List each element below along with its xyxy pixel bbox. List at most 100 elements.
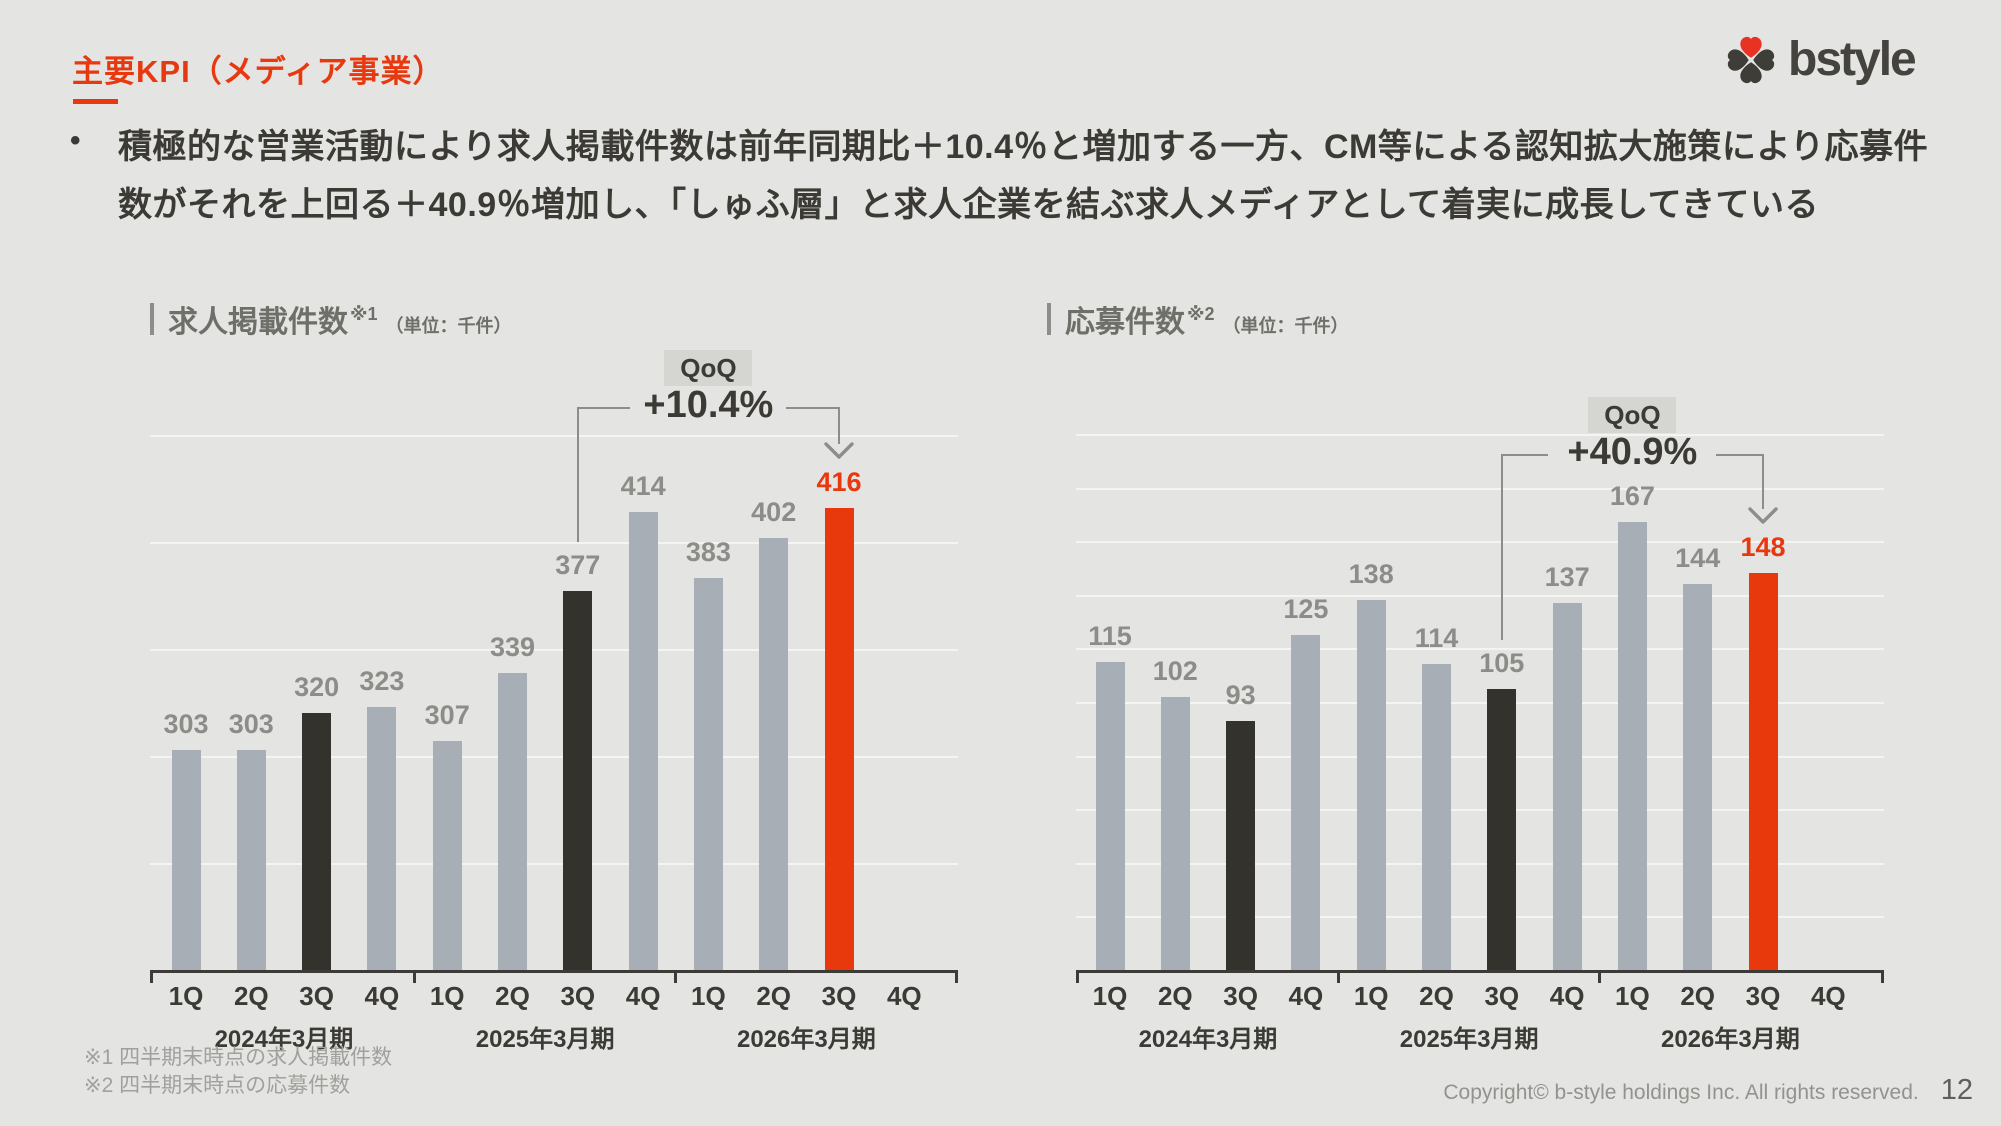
quarter-label: 3Q	[1484, 981, 1520, 1011]
qoq-badge: QoQ	[664, 350, 753, 386]
bar	[1748, 573, 1778, 970]
bracket-line	[1500, 454, 1503, 640]
chart-unit-right: （単位：千件）	[1222, 316, 1349, 336]
year-label: 2025年3月期	[475, 1026, 615, 1053]
gridline	[1076, 434, 1884, 436]
footer: Copyright© b-style holdings Inc. All rig…	[1443, 1074, 1973, 1107]
bar	[693, 578, 723, 970]
bar-value-label: 307	[424, 700, 470, 731]
axis-tick	[413, 970, 417, 983]
bar-value-label: 144	[1675, 543, 1721, 574]
page-number: 12	[1940, 1074, 1973, 1106]
gridline	[150, 863, 958, 865]
chart-title-left-sup: ※1	[350, 304, 378, 324]
bar	[1160, 696, 1190, 970]
logo-text: bstyle	[1788, 33, 1917, 86]
gridline	[1076, 702, 1884, 704]
axis-tick	[954, 970, 958, 983]
bar-value-label: 105	[1479, 647, 1525, 678]
quarter-label: 4Q	[364, 981, 400, 1011]
bracket-line	[577, 407, 631, 409]
quarter-label: 4Q	[1549, 981, 1585, 1011]
chart-title-right-text: 応募件数	[1065, 306, 1185, 339]
quarter-label: 2Q	[1157, 981, 1193, 1011]
footnote-2: ※2 四半期末時点の応募件数	[84, 1073, 351, 1097]
year-label: 2024年3月期	[214, 1026, 354, 1053]
title-rule	[150, 303, 154, 335]
bar	[628, 512, 658, 970]
year-label: 2026年3月期	[736, 1026, 876, 1053]
clover-heart-icon	[1727, 36, 1775, 83]
quarter-label: 1Q	[168, 981, 204, 1011]
bracket-line	[576, 407, 579, 543]
bracket-line	[786, 407, 840, 409]
axis-tick	[1075, 970, 1079, 983]
gridline	[150, 542, 958, 544]
footnotes: ※1 四半期末時点の求人掲載件数 ※2 四半期末時点の応募件数	[84, 1044, 392, 1099]
quarter-label: 1Q	[1615, 981, 1650, 1011]
qoq-badge: QoQ	[1588, 397, 1677, 433]
quarter-label: 2Q	[495, 981, 530, 1011]
arrow-head-icon	[1747, 507, 1779, 530]
gridline	[1076, 594, 1884, 597]
bar	[236, 749, 266, 970]
bar-value-label: 320	[294, 672, 340, 703]
highlight-value-label: 416	[816, 466, 862, 497]
gridline	[1076, 916, 1884, 919]
gridline	[1076, 755, 1884, 758]
qoq-pct-label: +10.4%	[643, 384, 774, 426]
copyright-text: Copyright© b-style holdings Inc. All rig…	[1443, 1081, 1919, 1104]
bar-value-label: 137	[1544, 561, 1590, 592]
gridline	[1076, 541, 1884, 544]
highlight-value-label: 148	[1740, 532, 1786, 563]
lead-text: 積極的な営業活動により求人掲載件数は前年同期比＋10.4％と増加する一方、CM等…	[118, 128, 1929, 225]
bar	[367, 706, 397, 970]
bar	[498, 672, 527, 970]
quarter-label: 1Q	[1353, 981, 1389, 1011]
lead-paragraph: • 積極的な営業活動により求人掲載件数は前年同期比＋10.4％と増加する一方、C…	[70, 118, 1938, 234]
footnote-1: ※1 四半期末時点の求人掲載件数	[84, 1046, 393, 1069]
gridline	[1076, 862, 1884, 865]
bar	[1683, 584, 1713, 970]
gridline	[150, 435, 958, 437]
bar	[1422, 664, 1451, 970]
bar-value-label: 115	[1088, 620, 1132, 651]
bar-value-label: 125	[1283, 594, 1329, 624]
bar	[1617, 522, 1647, 970]
year-label: 2024年3月期	[1138, 1026, 1278, 1053]
arrow-head-icon	[823, 442, 855, 465]
quarter-label: 4Q	[886, 981, 922, 1011]
bar	[1226, 720, 1256, 970]
chart-title-right: 応募件数 ※2 （単位：千件）	[1047, 297, 1349, 341]
quarter-label: 2Q	[1680, 981, 1716, 1011]
bar	[171, 749, 201, 970]
bar	[1291, 635, 1321, 970]
quarter-label: 1Q	[429, 981, 465, 1011]
bar	[1552, 602, 1582, 970]
bar-value-label: 303	[228, 708, 274, 739]
bar	[302, 713, 332, 970]
bullet-glyph: •	[70, 124, 81, 157]
bar	[1095, 661, 1125, 970]
bar-value-label: 339	[489, 631, 536, 662]
axis-tick	[674, 970, 678, 983]
bar-value-label: 102	[1152, 655, 1198, 686]
bar	[759, 537, 789, 970]
axis-tick	[1598, 970, 1602, 983]
x-axis-line	[150, 970, 958, 973]
bar-value-label: 167	[1609, 481, 1655, 512]
quarter-label: 4Q	[1288, 981, 1324, 1011]
quarter-label: 3Q	[299, 981, 334, 1011]
bar-value-label: 93	[1225, 679, 1256, 710]
quarter-label: 3Q	[821, 981, 857, 1011]
quarter-label: 1Q	[691, 981, 726, 1011]
quarter-label: 2Q	[1419, 981, 1454, 1011]
year-label: 2026年3月期	[1660, 1026, 1800, 1053]
bar-value-label: 377	[555, 550, 601, 581]
page-title: 主要KPI（メディア事業）	[72, 54, 445, 89]
chart-title-right-sup: ※2	[1187, 304, 1215, 324]
company-logo: bstyle	[1724, 32, 1917, 87]
qoq-pct-label: +40.9%	[1567, 431, 1698, 473]
bracket-line	[1716, 454, 1764, 456]
